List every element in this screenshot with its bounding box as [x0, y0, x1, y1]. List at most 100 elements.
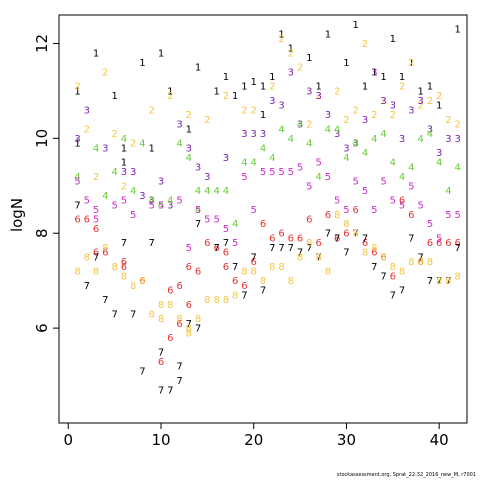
point-age-8: 8 — [390, 262, 396, 273]
point-age-7: 7 — [343, 248, 349, 259]
point-age-8: 8 — [251, 267, 257, 278]
point-age-2: 2 — [269, 82, 275, 93]
point-age-8: 8 — [204, 295, 210, 306]
point-age-3: 3 — [417, 96, 423, 107]
point-age-4: 4 — [204, 186, 210, 197]
point-age-5: 5 — [204, 215, 210, 226]
y-axis-title: logN — [8, 198, 26, 232]
point-age-3: 3 — [445, 134, 451, 145]
point-age-2: 2 — [371, 110, 377, 121]
point-age-2: 2 — [251, 105, 257, 116]
point-age-7: 7 — [111, 309, 117, 320]
point-age-1: 1 — [325, 29, 331, 40]
point-age-1: 1 — [399, 72, 405, 83]
point-age-7: 7 — [315, 252, 321, 263]
point-age-2: 2 — [297, 63, 303, 74]
point-age-5: 5 — [241, 172, 247, 183]
point-age-8: 8 — [436, 276, 442, 287]
point-age-7: 7 — [251, 252, 257, 263]
point-age-2: 2 — [204, 115, 210, 126]
point-age-2: 2 — [93, 172, 99, 183]
point-age-7: 7 — [278, 243, 284, 254]
point-age-2: 2 — [343, 115, 349, 126]
point-age-5: 5 — [213, 215, 219, 226]
point-age-7: 7 — [241, 290, 247, 301]
point-age-4: 4 — [93, 143, 99, 154]
point-age-8: 8 — [167, 300, 173, 311]
point-age-7: 7 — [167, 385, 173, 396]
point-age-2: 2 — [334, 86, 340, 97]
point-age-5: 5 — [371, 205, 377, 216]
point-age-8: 8 — [278, 262, 284, 273]
point-age-4: 4 — [186, 153, 192, 164]
x-tick-label: 0 — [63, 431, 73, 449]
point-age-5: 5 — [260, 167, 266, 178]
point-age-5: 5 — [84, 196, 90, 207]
point-age-1: 1 — [251, 77, 257, 88]
point-age-5: 5 — [427, 219, 433, 230]
point-age-5: 5 — [93, 205, 99, 216]
point-age-4: 4 — [213, 186, 219, 197]
point-age-6: 6 — [74, 215, 80, 226]
point-age-4: 4 — [251, 158, 257, 169]
point-age-5: 5 — [149, 200, 155, 211]
point-age-1: 1 — [213, 86, 219, 97]
point-age-6: 6 — [436, 238, 442, 249]
point-age-1: 1 — [371, 67, 377, 78]
point-age-7: 7 — [334, 233, 340, 244]
point-age-1: 1 — [278, 29, 284, 40]
point-age-2: 2 — [417, 101, 423, 112]
point-age-7: 7 — [213, 243, 219, 254]
point-age-4: 4 — [288, 134, 294, 145]
point-age-1: 1 — [390, 34, 396, 45]
point-age-4: 4 — [334, 124, 340, 135]
point-age-7: 7 — [353, 229, 359, 240]
point-age-6: 6 — [93, 248, 99, 259]
point-age-2: 2 — [427, 96, 433, 107]
point-age-5: 5 — [362, 186, 368, 197]
point-age-7: 7 — [158, 385, 164, 396]
point-age-6: 6 — [353, 205, 359, 216]
x-tick-label: 10 — [151, 431, 170, 449]
point-age-5: 5 — [315, 158, 321, 169]
point-age-7: 7 — [325, 229, 331, 240]
point-age-3: 3 — [325, 110, 331, 121]
point-age-8: 8 — [149, 309, 155, 320]
point-age-8: 8 — [186, 328, 192, 339]
point-age-1: 1 — [93, 48, 99, 59]
y-tick-label: 10 — [33, 129, 51, 148]
point-age-1: 1 — [260, 82, 266, 93]
point-age-3: 3 — [167, 200, 173, 211]
point-age-7: 7 — [427, 276, 433, 287]
point-age-3: 3 — [297, 120, 303, 131]
point-age-1: 1 — [232, 91, 238, 102]
point-age-1: 1 — [380, 72, 386, 83]
point-age-3: 3 — [241, 129, 247, 140]
point-age-6: 6 — [186, 262, 192, 273]
point-age-4: 4 — [232, 219, 238, 230]
point-age-4: 4 — [297, 120, 303, 131]
point-age-8: 8 — [455, 271, 461, 282]
point-age-8: 8 — [325, 267, 331, 278]
y-tick-label: 6 — [33, 323, 51, 333]
point-age-2: 2 — [186, 110, 192, 121]
point-age-5: 5 — [111, 200, 117, 211]
point-age-1: 1 — [186, 124, 192, 135]
point-age-6: 6 — [362, 238, 368, 249]
point-age-6: 6 — [371, 248, 377, 259]
point-age-3: 3 — [315, 91, 321, 102]
point-age-1: 1 — [315, 82, 321, 93]
point-age-4: 4 — [417, 134, 423, 145]
point-age-7: 7 — [223, 238, 229, 249]
point-age-7: 7 — [380, 271, 386, 282]
point-age-3: 3 — [334, 129, 340, 140]
point-age-3: 3 — [408, 105, 414, 116]
point-age-3: 3 — [306, 86, 312, 97]
point-age-6: 6 — [269, 233, 275, 244]
point-age-4: 4 — [362, 148, 368, 159]
point-age-6: 6 — [84, 215, 90, 226]
point-age-4: 4 — [149, 196, 155, 207]
point-age-4: 4 — [278, 124, 284, 135]
point-age-7: 7 — [93, 252, 99, 263]
